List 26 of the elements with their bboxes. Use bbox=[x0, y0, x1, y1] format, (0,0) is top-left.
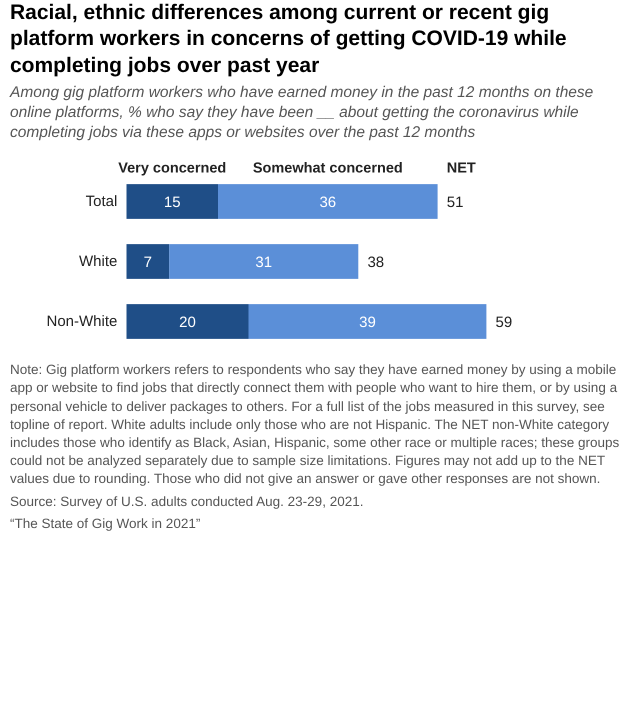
total-label: 51 bbox=[446, 194, 464, 212]
series-label: Somewhat concerned bbox=[252, 160, 403, 177]
text: Note: Gig platform workers refers to respondents who say they have earned money by using a mobile app or website to find jobs that directly connect them with people who want to hire them, or by using a personal vehicle to deliver packages to others. For a full list of the jobs measured in this survey, see topline of report. White adults include only those who are not Hispanic. The NET non-White category includes those who identify as Black, Asian, Hispanic, some other race or multiple races; these groups could not be analyzed separately due to sample size limitations. Figures may not add up to the NET values due to rounding. Those who did not give an answer or gave other responses are not shown. bbox=[10, 361, 620, 488]
bar bbox=[218, 184, 438, 220]
series-label: Very concerned bbox=[118, 160, 226, 177]
data-label: 31 bbox=[255, 254, 272, 272]
text: “The State of Gig Work in 2021” bbox=[10, 514, 200, 533]
annotation: NET bbox=[446, 160, 476, 177]
data-label: 36 bbox=[319, 194, 336, 212]
y-tick-label: Total bbox=[86, 193, 118, 210]
bar bbox=[126, 184, 218, 220]
bar bbox=[126, 244, 170, 280]
data-label: 20 bbox=[179, 314, 196, 332]
total-label: 59 bbox=[496, 314, 512, 332]
data-label: 7 bbox=[144, 254, 152, 272]
bar bbox=[126, 304, 248, 340]
source-note: Source: Survey of U.S. adults conducted Aug. 23-29, 2021. bbox=[10, 492, 364, 511]
data-label: 39 bbox=[359, 314, 376, 332]
total-label: 38 bbox=[367, 254, 384, 272]
y-tick-label: White bbox=[79, 253, 118, 270]
chart-subtitle: Among gig platform workers who have earned money in the past 12 months on these online platforms, % who say they have been __ about getting the coronavirus while completing jobs via these apps or websites over the past 12 months bbox=[10, 82, 594, 144]
bar bbox=[169, 244, 358, 280]
chart-title: Racial, ethnic differences among current or recent gig platform workers in concerns of getting COVID-19 while completing jobs over past year bbox=[10, 0, 568, 78]
bar bbox=[248, 304, 486, 340]
data-label: 15 bbox=[164, 194, 181, 212]
y-tick-label: Non-White bbox=[46, 313, 118, 330]
